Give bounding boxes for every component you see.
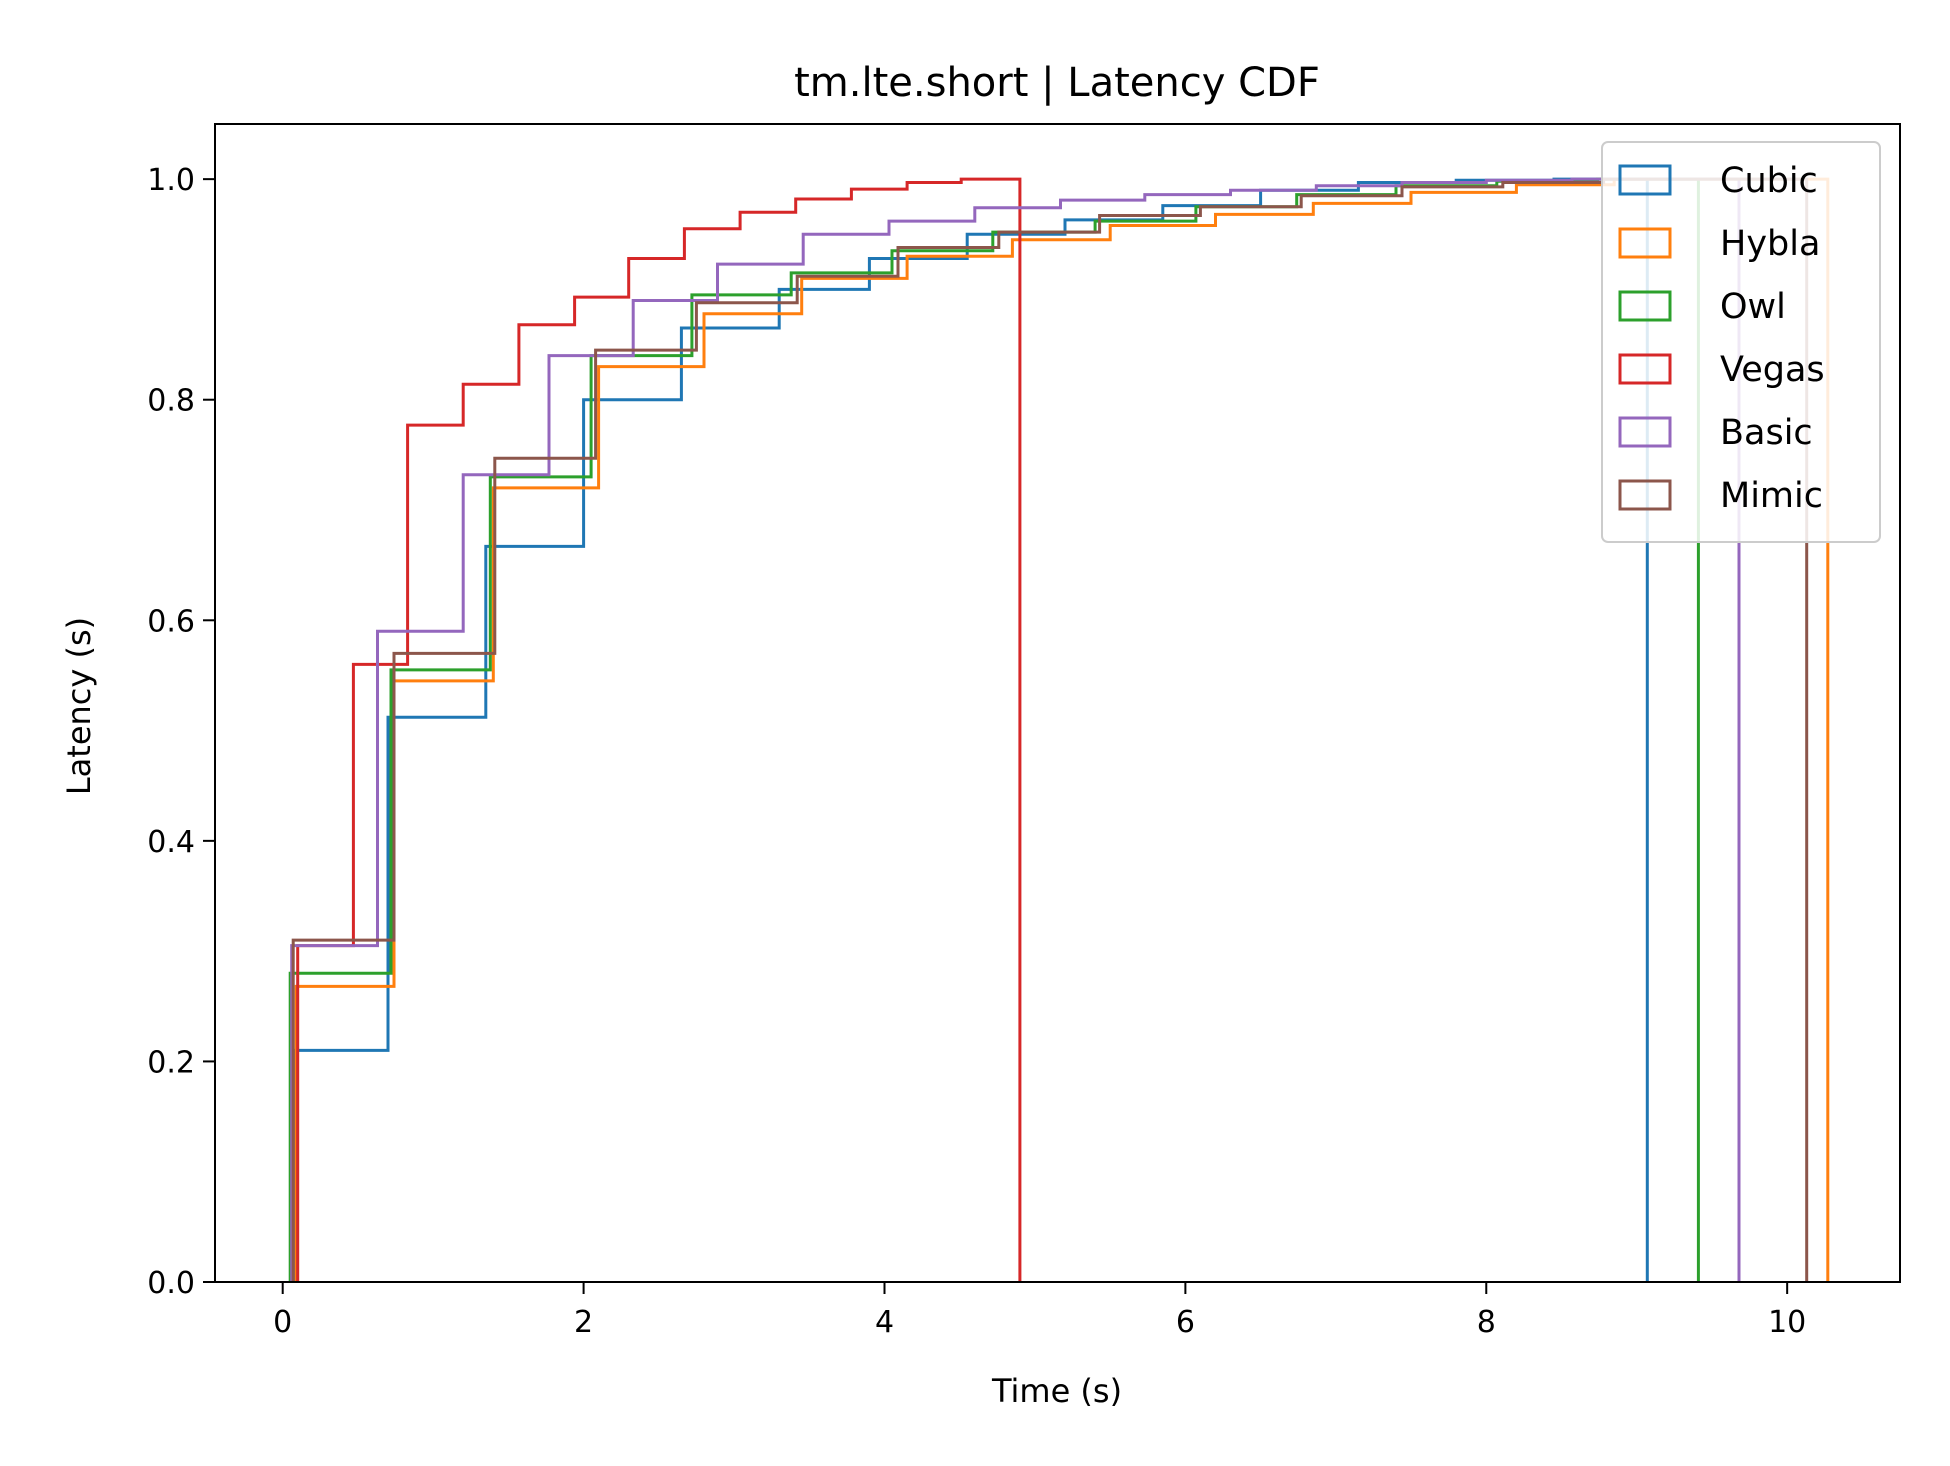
y-tick-label: 0.6 bbox=[147, 604, 195, 639]
y-tick-label: 0.4 bbox=[147, 825, 195, 860]
legend-swatch-mimic bbox=[1618, 479, 1672, 511]
x-axis-label: Time (s) bbox=[991, 1372, 1122, 1410]
chart-title: tm.lte.short | Latency CDF bbox=[794, 60, 1320, 106]
x-tick-label: 10 bbox=[1768, 1305, 1806, 1340]
y-tick-label: 1.0 bbox=[147, 163, 195, 198]
legend-label-hybla: Hybla bbox=[1720, 224, 1820, 264]
x-tick-label: 6 bbox=[1176, 1305, 1195, 1340]
y-axis-label: Latency (s) bbox=[60, 617, 98, 795]
x-tick-label: 4 bbox=[875, 1305, 894, 1340]
legend-swatch-vegas bbox=[1618, 353, 1672, 385]
legend-swatch-hybla bbox=[1618, 227, 1672, 259]
series-line-owl bbox=[288, 177, 1700, 1282]
legend: Cubic Hybla Owl Vegas Basic Mimic bbox=[1601, 141, 1881, 543]
legend-swatch-basic bbox=[1618, 416, 1672, 448]
legend-label-mimic: Mimic bbox=[1720, 476, 1823, 516]
y-tick-label: 0.8 bbox=[147, 384, 195, 419]
x-axis-ticks: 0 2 4 6 8 10 bbox=[273, 1282, 1806, 1340]
series-line-vegas bbox=[296, 177, 1022, 1282]
series-line-basic bbox=[290, 177, 1741, 1282]
legend-label-cubic: Cubic bbox=[1720, 161, 1818, 201]
legend-label-basic: Basic bbox=[1720, 413, 1813, 453]
x-tick-label: 2 bbox=[574, 1305, 593, 1340]
series-line-mimic bbox=[291, 177, 1809, 1282]
x-tick-label: 0 bbox=[273, 1305, 292, 1340]
y-tick-label: 0.2 bbox=[147, 1045, 195, 1080]
y-axis-ticks: 0.0 0.2 0.4 0.6 0.8 1.0 bbox=[147, 163, 215, 1301]
y-tick-label: 0.0 bbox=[147, 1266, 195, 1301]
axes-frame bbox=[214, 123, 1901, 1283]
legend-swatch-cubic bbox=[1618, 164, 1672, 196]
legend-label-owl: Owl bbox=[1720, 287, 1786, 327]
x-tick-label: 8 bbox=[1477, 1305, 1496, 1340]
legend-swatch-owl bbox=[1618, 290, 1672, 322]
legend-label-vegas: Vegas bbox=[1720, 350, 1825, 390]
